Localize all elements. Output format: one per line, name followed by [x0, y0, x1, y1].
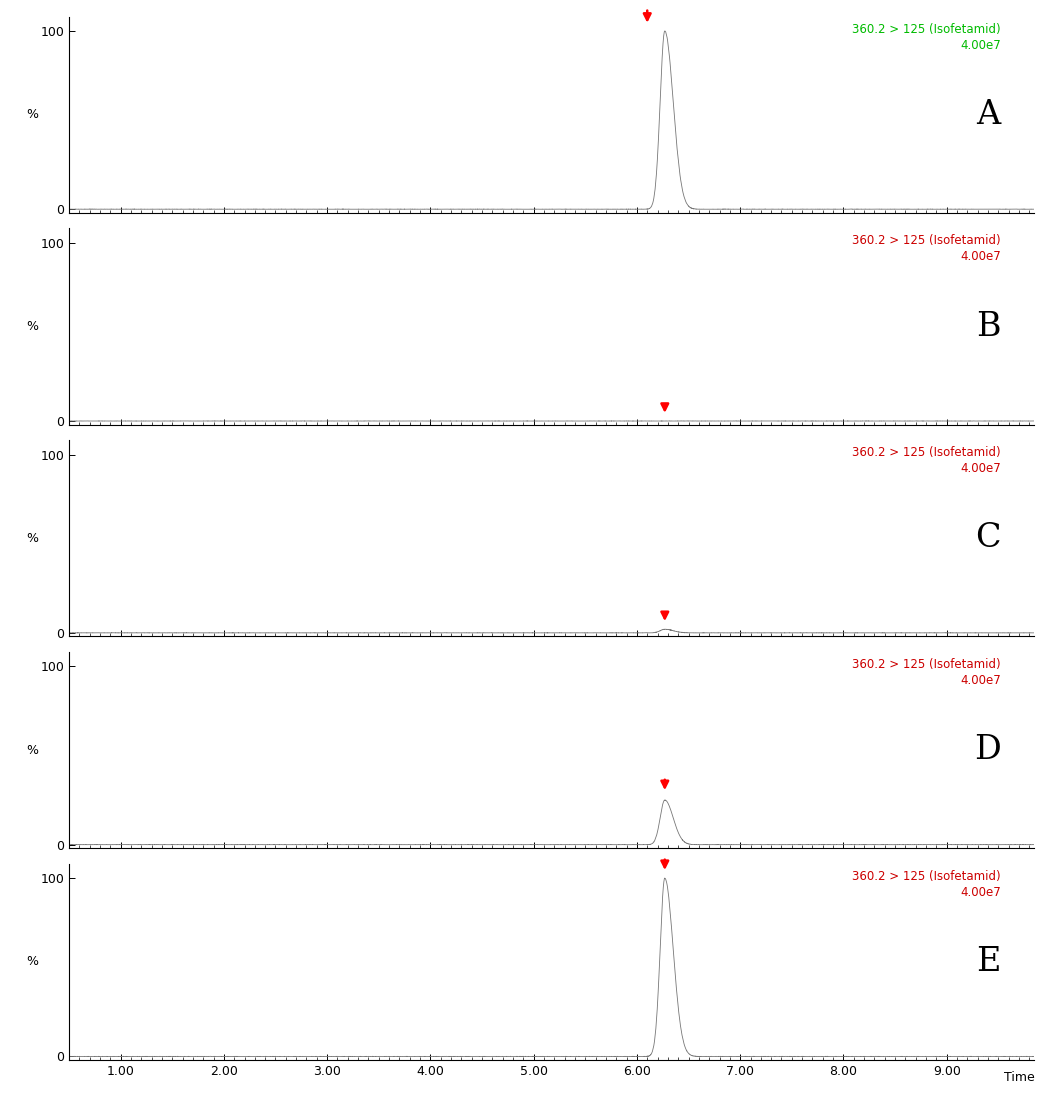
Y-axis label: %: % [25, 532, 38, 545]
Text: B: B [976, 311, 1001, 343]
Y-axis label: %: % [25, 108, 38, 121]
Text: 360.2 > 125 (Isofetamid)
4.00e7: 360.2 > 125 (Isofetamid) 4.00e7 [852, 658, 1001, 687]
Y-axis label: %: % [25, 956, 38, 969]
Text: Time: Time [1004, 1071, 1034, 1083]
Text: 360.2 > 125 (Isofetamid)
4.00e7: 360.2 > 125 (Isofetamid) 4.00e7 [852, 446, 1001, 475]
Y-axis label: %: % [25, 744, 38, 757]
Text: C: C [975, 523, 1001, 554]
Y-axis label: %: % [25, 320, 38, 333]
Text: 360.2 > 125 (Isofetamid)
4.00e7: 360.2 > 125 (Isofetamid) 4.00e7 [852, 234, 1001, 263]
Text: E: E [976, 946, 1001, 978]
Text: A: A [976, 99, 1001, 131]
Text: 360.2 > 125 (Isofetamid)
4.00e7: 360.2 > 125 (Isofetamid) 4.00e7 [852, 22, 1001, 51]
Text: 360.2 > 125 (Isofetamid)
4.00e7: 360.2 > 125 (Isofetamid) 4.00e7 [852, 870, 1001, 899]
Text: D: D [974, 734, 1001, 766]
